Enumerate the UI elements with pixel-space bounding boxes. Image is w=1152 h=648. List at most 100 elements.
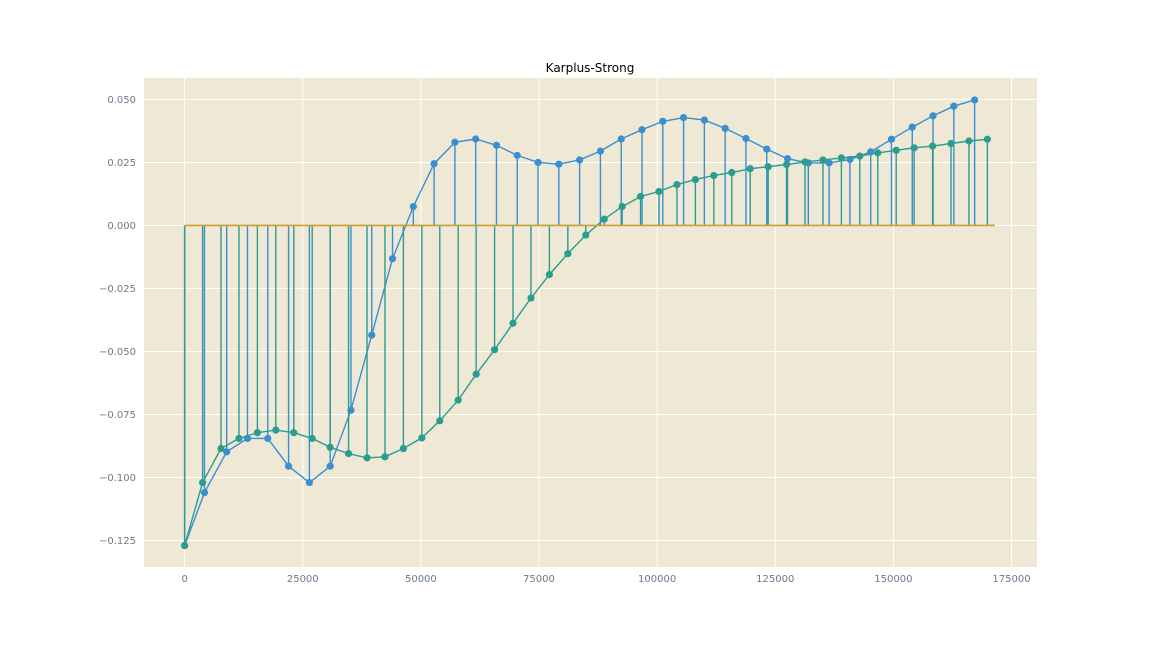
data-point	[618, 202, 626, 211]
x-tick-label: 150000	[874, 574, 912, 585]
y-tick-label: −0.050	[99, 347, 136, 358]
data-point	[950, 102, 958, 110]
y-tick-label: −0.100	[99, 473, 136, 484]
data-point	[746, 165, 754, 173]
data-point	[764, 163, 772, 171]
x-tick-label: 100000	[638, 574, 676, 585]
data-point	[454, 396, 462, 404]
data-point	[837, 154, 845, 162]
data-point	[527, 294, 535, 302]
data-point	[235, 434, 243, 443]
data-point	[272, 426, 280, 434]
data-point	[490, 346, 499, 354]
x-tick-label: 75000	[523, 574, 555, 585]
data-point	[284, 462, 293, 470]
data-point	[326, 443, 334, 451]
data-point	[700, 116, 708, 124]
data-point	[617, 135, 625, 143]
data-point	[492, 141, 501, 149]
data-point	[430, 160, 438, 168]
data-point	[763, 145, 771, 153]
data-point	[721, 124, 729, 133]
data-point	[596, 147, 605, 155]
data-point	[655, 187, 663, 196]
data-point	[728, 168, 736, 177]
series-2	[181, 135, 991, 550]
data-point	[742, 134, 750, 143]
data-point	[582, 231, 590, 239]
data-point	[908, 123, 916, 131]
data-point	[534, 158, 542, 167]
chart-title: Karplus-Strong	[546, 61, 635, 75]
data-point	[947, 139, 955, 148]
data-point	[198, 478, 207, 487]
data-point	[368, 331, 376, 339]
data-point	[887, 135, 896, 143]
y-tick-label: −0.075	[99, 410, 136, 421]
data-point	[600, 215, 608, 223]
data-point	[892, 146, 900, 154]
data-point	[564, 250, 572, 258]
data-point	[409, 202, 417, 211]
data-point	[253, 429, 261, 437]
data-point	[555, 160, 563, 168]
data-point	[825, 159, 833, 167]
data-point	[513, 151, 521, 159]
data-point	[965, 137, 973, 145]
data-point	[381, 453, 389, 461]
data-point	[308, 434, 316, 443]
data-point	[659, 117, 667, 125]
data-point	[983, 135, 991, 143]
data-point	[290, 429, 298, 437]
data-point	[200, 489, 209, 497]
data-point	[928, 142, 937, 150]
data-point	[344, 449, 353, 458]
data-point	[679, 113, 688, 122]
data-point	[545, 271, 553, 279]
data-point	[363, 454, 371, 462]
data-point	[181, 541, 189, 550]
y-axis: −0.125 −0.100 −0.075 −0.050 −0.025 0.000 0.025…	[99, 95, 136, 547]
data-point	[472, 135, 480, 143]
y-tick-label: 0.000	[107, 221, 136, 232]
data-point	[326, 462, 334, 470]
data-point	[636, 192, 645, 201]
data-point	[451, 138, 459, 146]
data-point	[910, 144, 918, 152]
y-tick-label: 0.050	[107, 95, 136, 106]
data-point	[399, 444, 407, 453]
x-tick-label: 25000	[287, 574, 319, 585]
data-point	[929, 112, 937, 120]
data-point	[874, 149, 882, 157]
data-point	[638, 126, 646, 134]
data-point	[819, 156, 827, 164]
data-point	[223, 448, 231, 456]
x-axis: 0 25000 50000 75000 100000 125000 150000 175000	[181, 574, 1030, 585]
data-point	[576, 156, 584, 164]
x-tick-label: 175000	[992, 574, 1030, 585]
data-point	[388, 255, 397, 263]
data-point	[509, 319, 517, 327]
series-layer	[181, 96, 991, 550]
x-tick-label: 50000	[405, 574, 437, 585]
y-tick-label: 0.025	[107, 158, 136, 169]
data-point	[801, 158, 809, 166]
y-tick-label: −0.025	[99, 284, 136, 295]
data-point	[264, 434, 272, 443]
y-tick-label: −0.125	[99, 536, 136, 547]
data-point	[710, 171, 718, 180]
data-point	[418, 434, 426, 442]
data-point	[856, 152, 864, 160]
x-tick-label: 125000	[756, 574, 794, 585]
data-point	[472, 370, 480, 378]
plot-background	[144, 78, 1037, 567]
data-point	[783, 155, 792, 163]
x-tick-label: 0	[181, 574, 187, 585]
data-point	[971, 96, 979, 104]
data-point	[673, 181, 681, 189]
data-point	[305, 478, 313, 487]
data-point	[782, 160, 791, 169]
data-point	[436, 417, 444, 425]
data-point	[217, 444, 225, 453]
